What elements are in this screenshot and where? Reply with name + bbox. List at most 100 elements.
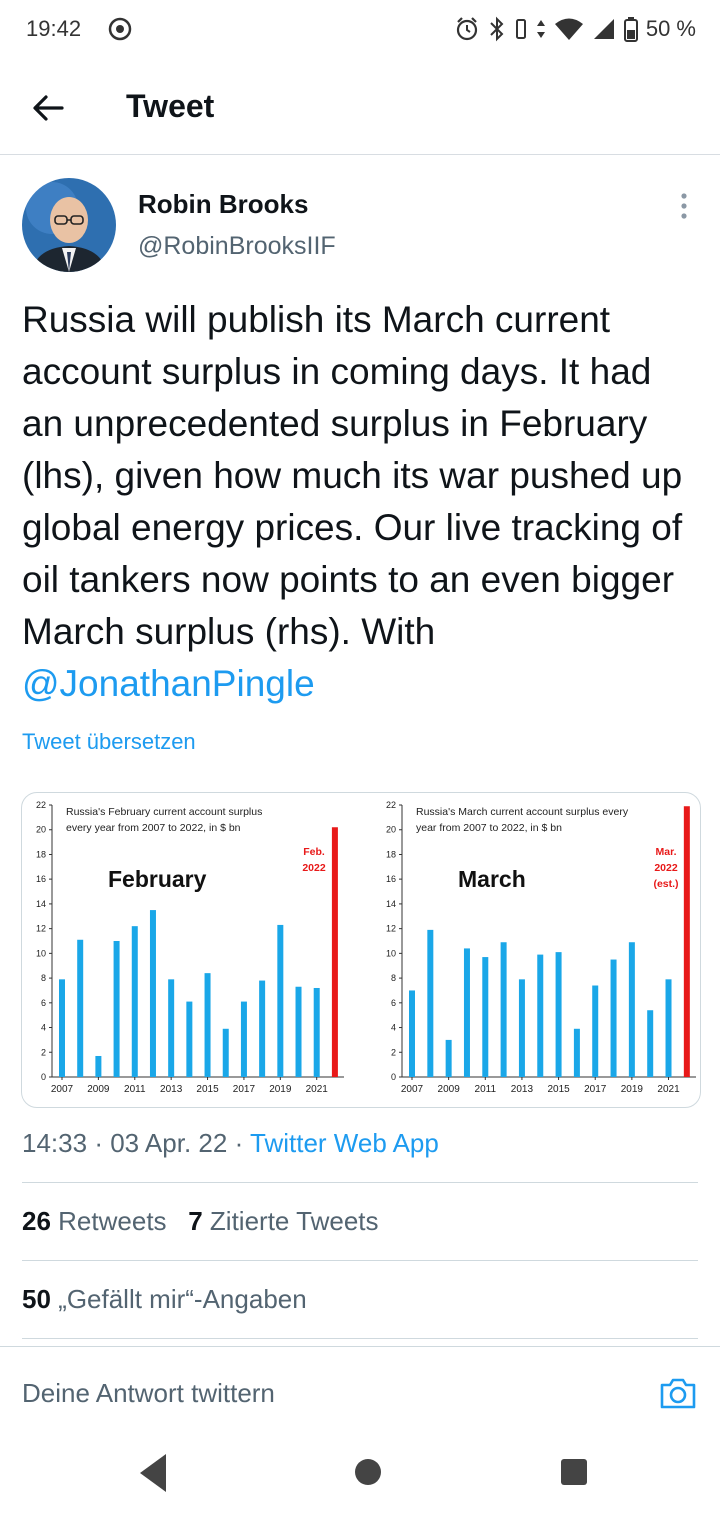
bar xyxy=(445,1039,452,1077)
month-label: February xyxy=(108,866,207,892)
nav-back-icon[interactable] xyxy=(134,1450,174,1496)
bar-highlight xyxy=(683,806,690,1077)
x-tick-label: 2007 xyxy=(401,1084,424,1095)
tweet-media[interactable]: 0 2 4 6 8 10 12 14 16 18 20 22 2007 2009 2011 2013 2015 2… xyxy=(21,792,701,1108)
avatar-image xyxy=(22,178,116,272)
mention-link[interactable]: @JonathanPingle xyxy=(22,663,315,704)
bar xyxy=(149,910,156,1077)
y-tick-label: 0 xyxy=(391,1072,396,1082)
y-tick-label: 14 xyxy=(386,899,396,909)
y-tick-label: 10 xyxy=(386,948,396,958)
bar xyxy=(131,926,138,1077)
cell-signal-icon xyxy=(593,19,614,39)
reply-input[interactable]: Deine Antwort twittern xyxy=(22,1378,275,1408)
y-tick-label: 22 xyxy=(386,800,396,810)
y-tick-label: 22 xyxy=(36,800,46,810)
camera-icon[interactable] xyxy=(658,1373,698,1413)
bar xyxy=(500,942,507,1077)
y-tick-label: 18 xyxy=(36,849,46,859)
divider xyxy=(22,1338,698,1339)
y-tick-label: 20 xyxy=(386,825,396,835)
bar xyxy=(482,957,489,1077)
quotes-label: Zitierte Tweets xyxy=(209,1206,379,1236)
y-tick-label: 6 xyxy=(41,998,46,1008)
vibrate-icon xyxy=(515,19,526,39)
x-tick-label: 2011 xyxy=(475,1084,497,1095)
quotes-stat[interactable]: 7 Zitierte Tweets xyxy=(188,1206,378,1236)
bar-highlight xyxy=(331,827,338,1077)
reply-bar[interactable]: Deine Antwort twittern xyxy=(0,1346,720,1429)
y-tick-label: 0 xyxy=(41,1072,46,1082)
x-tick-label: 2015 xyxy=(547,1084,570,1095)
bar xyxy=(186,1001,193,1077)
chart-title: Russia's February current account surplu… xyxy=(66,806,262,834)
more-options-icon[interactable] xyxy=(668,190,700,222)
bar xyxy=(222,1028,229,1077)
bar xyxy=(204,973,211,1077)
bar xyxy=(313,987,320,1077)
chart-title: Russia's March current account surplus e… xyxy=(416,806,629,834)
y-tick-label: 2 xyxy=(391,1047,396,1057)
bar xyxy=(518,979,525,1077)
author-handle[interactable]: @RobinBrooksIIF xyxy=(138,232,336,260)
bar xyxy=(95,1055,102,1077)
tweet-text-main: Russia will publish its March current ac… xyxy=(22,299,683,652)
y-tick-label: 8 xyxy=(391,973,396,983)
page-title: Tweet xyxy=(126,88,215,124)
bar xyxy=(647,1010,654,1077)
likes-stat[interactable]: 50 „Gefällt mir“-Angaben xyxy=(22,1284,307,1315)
bar xyxy=(665,979,672,1077)
bar xyxy=(610,959,617,1077)
bar xyxy=(295,986,302,1077)
tweet-meta: 14:33 · 03 Apr. 22 · Twitter Web App xyxy=(22,1128,439,1159)
bar xyxy=(240,1001,247,1077)
divider xyxy=(22,1260,698,1261)
y-tick-label: 12 xyxy=(36,924,46,934)
nav-recents-icon[interactable] xyxy=(552,1450,596,1494)
bar xyxy=(259,980,266,1077)
app-bar: Tweet xyxy=(0,62,720,155)
y-tick-label: 6 xyxy=(391,998,396,1008)
highlight-label: Feb. 2022 xyxy=(302,846,326,874)
bar xyxy=(463,948,470,1077)
x-tick-label: 2021 xyxy=(306,1084,329,1095)
x-tick-label: 2017 xyxy=(233,1084,256,1095)
retweets-count: 26 xyxy=(22,1206,51,1236)
x-tick-label: 2013 xyxy=(160,1084,183,1095)
bar xyxy=(77,939,84,1077)
y-tick-label: 16 xyxy=(36,874,46,884)
bar xyxy=(573,1028,580,1077)
y-tick-label: 8 xyxy=(41,973,46,983)
avatar[interactable] xyxy=(22,178,116,272)
chart-march: 0 2 4 6 8 10 12 14 16 18 20 22 2007 2009 2011 2013 2015 2… xyxy=(386,800,696,1095)
source-link[interactable]: Twitter Web App xyxy=(250,1128,439,1158)
y-tick-label: 12 xyxy=(386,924,396,934)
x-tick-label: 2013 xyxy=(511,1084,534,1095)
chart-february: 0 2 4 6 8 10 12 14 16 18 20 22 2007 2009 2011 2013 2015 2… xyxy=(36,800,344,1095)
system-nav-bar xyxy=(0,1428,720,1520)
x-tick-label: 2019 xyxy=(621,1084,644,1095)
status-time: 19:42 xyxy=(26,16,82,41)
tweet-time: 14:33 xyxy=(22,1128,88,1158)
retweet-stats: 26 Retweets 7 Zitierte Tweets xyxy=(22,1206,379,1237)
translate-link[interactable]: Tweet übersetzen xyxy=(22,729,196,754)
alarm-icon xyxy=(456,17,477,41)
bar xyxy=(168,979,175,1077)
back-button[interactable] xyxy=(22,84,74,132)
x-tick-label: 2017 xyxy=(584,1084,607,1095)
x-tick-label: 2015 xyxy=(196,1084,219,1095)
y-tick-label: 20 xyxy=(36,825,46,835)
bluetooth-icon xyxy=(490,16,504,42)
retweets-stat[interactable]: 26 Retweets xyxy=(22,1206,167,1236)
data-arrows-icon xyxy=(536,20,545,38)
bar xyxy=(59,979,65,1077)
author-name[interactable]: Robin Brooks xyxy=(138,189,309,219)
status-icons: 50 % xyxy=(454,14,696,44)
wifi-icon xyxy=(554,18,583,40)
retweets-label: Retweets xyxy=(58,1206,167,1236)
bar xyxy=(537,954,544,1077)
bar xyxy=(113,941,120,1077)
nav-home-icon[interactable] xyxy=(346,1450,390,1494)
y-tick-label: 2 xyxy=(41,1047,46,1057)
